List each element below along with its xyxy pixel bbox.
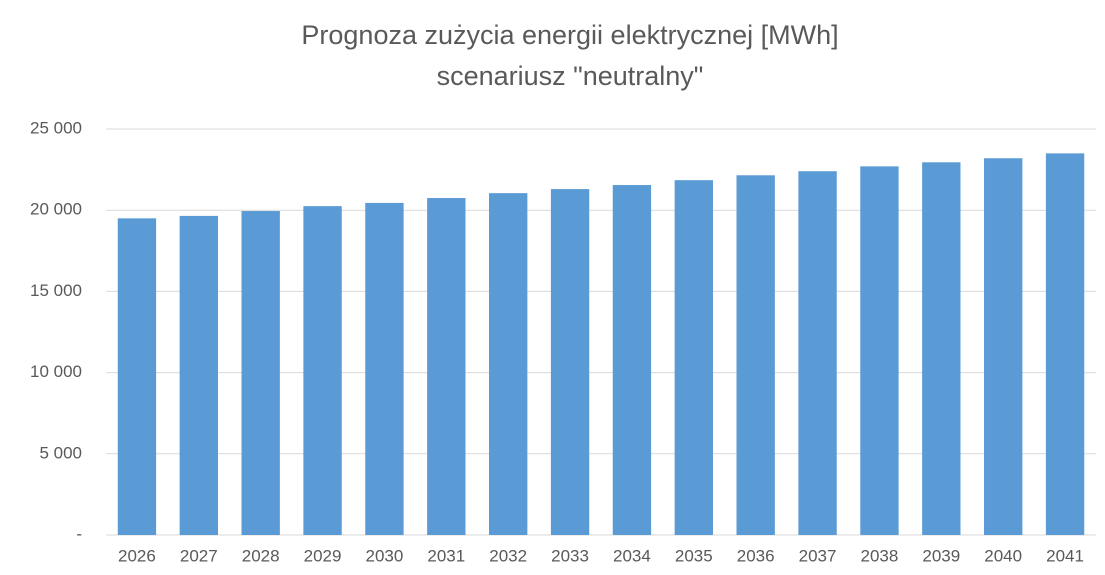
x-tick-label: 2027 [180, 546, 218, 565]
bar [1045, 153, 1085, 536]
y-tick-label: - [76, 524, 82, 543]
x-tick-label: 2035 [675, 546, 713, 565]
bar [984, 158, 1023, 535]
x-tick-label: 2040 [984, 546, 1022, 565]
bar [365, 202, 404, 535]
x-tick-label: 2041 [1046, 546, 1084, 565]
bar [489, 193, 528, 535]
bar [241, 211, 280, 535]
bar [550, 189, 590, 535]
y-tick-label: 25 000 [30, 118, 82, 137]
y-tick-label: 5 000 [39, 443, 82, 462]
bar [798, 171, 837, 535]
y-tick-label: 10 000 [30, 362, 82, 381]
bar [612, 185, 652, 535]
x-tick-label: 2031 [427, 546, 465, 565]
x-tick-label: 2029 [304, 546, 342, 565]
x-tick-label: 2037 [799, 546, 837, 565]
x-tick-label: 2039 [922, 546, 960, 565]
bar [860, 166, 899, 536]
chart-subtitle: scenariusz "neutralny" [437, 61, 704, 91]
chart-title: Prognoza zużycia energii elektrycznej [M… [301, 20, 838, 50]
x-tick-label: 2033 [551, 546, 589, 565]
bar [427, 198, 466, 535]
x-tick-label: 2034 [613, 546, 651, 565]
x-tick-label: 2028 [242, 546, 280, 565]
bar [179, 215, 218, 535]
y-tick-label: 15 000 [30, 281, 82, 300]
y-tick-label: 20 000 [30, 200, 82, 219]
x-tick-label: 2032 [489, 546, 527, 565]
x-tick-label: 2038 [861, 546, 899, 565]
x-tick-label: 2030 [366, 546, 404, 565]
bar [922, 162, 961, 536]
x-tick-label: 2026 [118, 546, 156, 565]
bar [117, 218, 157, 535]
bar [303, 206, 342, 535]
x-tick-label: 2036 [737, 546, 775, 565]
bar [674, 180, 713, 535]
bar [736, 175, 775, 535]
